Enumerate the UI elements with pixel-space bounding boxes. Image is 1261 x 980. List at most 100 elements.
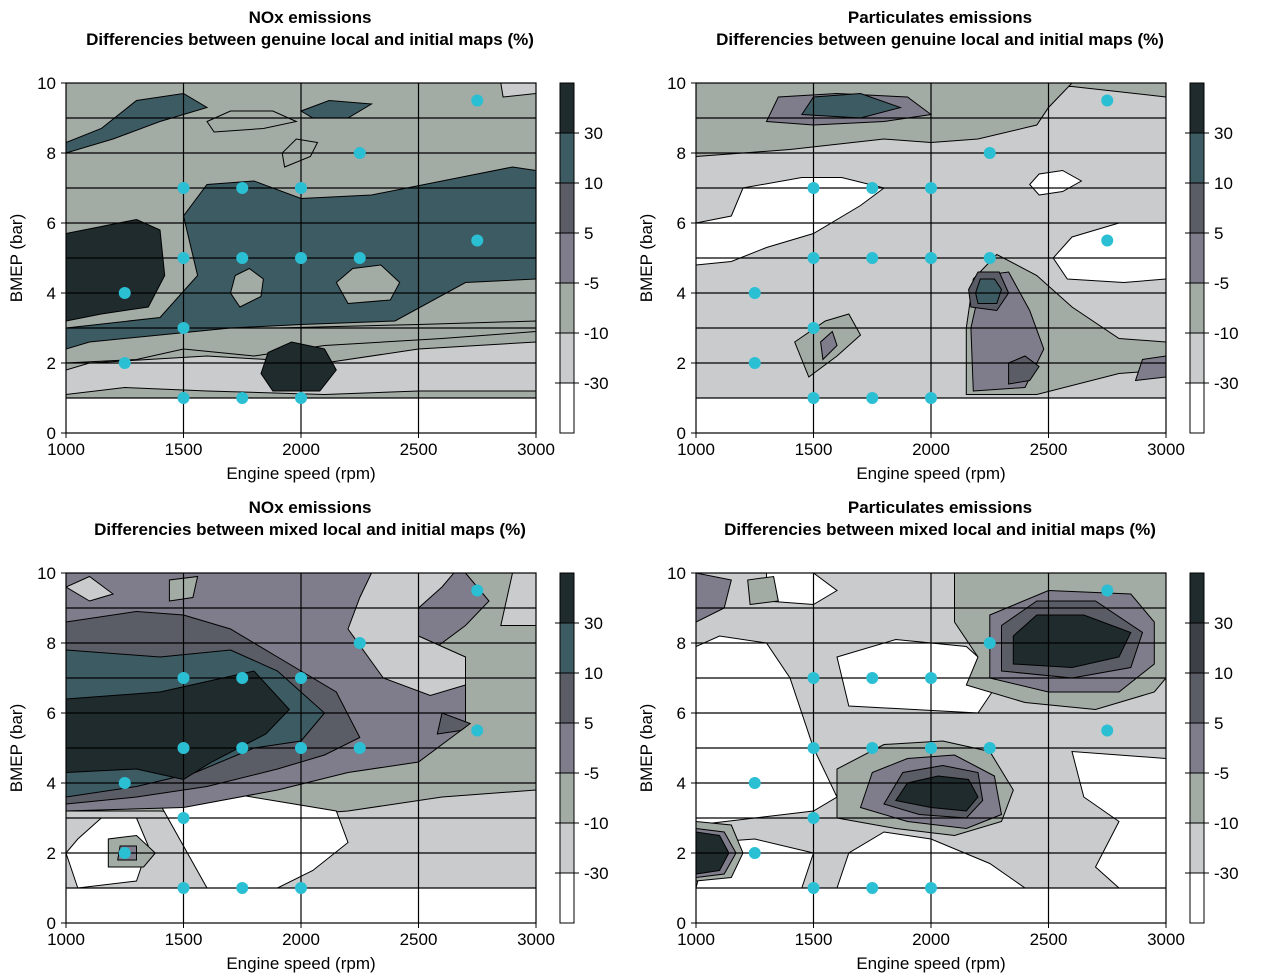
y-axis-label: BMEP (bar) [7, 214, 26, 303]
x-tick-label: 1000 [47, 440, 85, 459]
x-axis-label: Engine speed (rpm) [856, 464, 1005, 483]
measurement-point [1101, 94, 1114, 107]
x-tick-label: 1500 [795, 930, 833, 949]
colorbar-label: -10 [1214, 324, 1239, 343]
colorbar-segment [559, 822, 575, 874]
colorbar-segment [1189, 132, 1205, 184]
colorbar-segment [1189, 622, 1205, 674]
measurement-point [118, 287, 131, 299]
colorbar: 30 10 5 -5 -10 -30 [555, 572, 609, 924]
colorbar-segment [559, 282, 575, 334]
colorbar-label: 5 [584, 224, 593, 243]
measurement-point [983, 637, 996, 649]
measurement-point [471, 584, 484, 597]
colorbar-label: 30 [1214, 614, 1233, 633]
y-tick-label: 8 [47, 634, 56, 653]
y-tick-label: 6 [47, 704, 56, 723]
colorbar-segment [559, 332, 575, 384]
measurement-point [353, 147, 366, 159]
chart-title: Particulates emissions [847, 498, 1033, 517]
measurement-point [295, 882, 307, 894]
y-tick-label: 6 [47, 214, 56, 233]
contour-region [299, 99, 374, 119]
colorbar-label: -5 [584, 274, 599, 293]
measurement-point [866, 882, 879, 894]
colorbar: 30 10 5 -5 -10 -30 [1185, 572, 1239, 924]
measurement-point [925, 882, 937, 894]
measurement-point [925, 182, 937, 194]
chart-panel-nox-genuine: NOx emissions Differencies between genui… [0, 0, 620, 490]
y-tick-label: 10 [667, 564, 686, 583]
colorbar-label: 30 [584, 124, 603, 143]
measurement-point [295, 182, 307, 194]
measurement-point [1101, 724, 1114, 737]
contour-region [1029, 169, 1083, 196]
colorbar-label: 10 [1214, 174, 1233, 193]
y-tick-label: 0 [47, 424, 56, 443]
colorbar-segment [559, 772, 575, 824]
chart-panel-particulates-genuine: Particulates emissions Differencies betw… [630, 0, 1250, 490]
colorbar-label: 10 [584, 664, 603, 683]
x-tick-label: 2500 [1030, 930, 1068, 949]
measurement-point [353, 637, 366, 649]
colorbar-segment [559, 182, 575, 234]
colorbar-label: -10 [1214, 814, 1239, 833]
colorbar-segment [1189, 82, 1205, 134]
measurement-point [295, 672, 307, 684]
x-tick-label: 2000 [912, 930, 950, 949]
y-tick-label: 4 [47, 284, 56, 303]
contour-region [66, 92, 209, 154]
colorbar-label: -5 [1214, 764, 1229, 783]
colorbar-label: 5 [584, 714, 593, 733]
measurement-point [748, 847, 761, 859]
colorbar-segment [1189, 572, 1205, 624]
measurement-point [236, 182, 249, 194]
chart-title: Particulates emissions [847, 8, 1033, 27]
contour-plot: 1000 1500 2000 2500 3000 0 2 4 6 8 10 Engine speed … [7, 564, 609, 973]
measurement-point [748, 777, 761, 789]
colorbar-segment [1189, 282, 1205, 334]
measurement-point [236, 252, 249, 264]
measurement-points [118, 584, 484, 894]
colorbar-label: -30 [1214, 374, 1239, 393]
y-tick-label: 6 [677, 704, 686, 723]
chart-panel-particulates-mixed: Particulates emissions Differencies betw… [630, 490, 1250, 980]
y-tick-label: 2 [47, 354, 56, 373]
x-tick-label: 1000 [677, 440, 715, 459]
x-tick-label: 2500 [1030, 440, 1068, 459]
measurement-point [177, 252, 190, 264]
measurement-point [866, 742, 879, 754]
colorbar-segment [1189, 382, 1205, 434]
measurement-point [295, 742, 307, 754]
colorbar-segment [1189, 182, 1205, 234]
x-tick-label: 2000 [912, 440, 950, 459]
colorbar-segment [559, 672, 575, 724]
measurement-point [807, 672, 820, 684]
colorbar-label: -10 [584, 814, 609, 833]
contour-region [696, 177, 886, 266]
measurement-point [1101, 234, 1114, 247]
measurement-point [807, 742, 820, 754]
measurement-point [236, 882, 249, 894]
y-tick-label: 8 [677, 144, 686, 163]
chart-subtitle: Differencies between genuine local and i… [86, 30, 534, 49]
chart-title: NOx emissions [248, 498, 372, 517]
contour-region [436, 712, 472, 735]
colorbar-label: 5 [1214, 714, 1223, 733]
contour-region [260, 341, 337, 392]
y-tick-label: 2 [47, 844, 56, 863]
x-tick-label: 3000 [517, 440, 555, 459]
colorbar-label: -5 [1214, 274, 1229, 293]
measurement-point [983, 252, 996, 264]
contour-region [500, 83, 536, 98]
measurement-point [295, 252, 307, 264]
y-tick-label: 0 [47, 914, 56, 933]
contour-region [66, 575, 115, 602]
x-tick-label: 1500 [165, 930, 203, 949]
y-tick-label: 2 [677, 844, 686, 863]
x-tick-label: 3000 [1147, 440, 1185, 459]
measurement-point [177, 392, 190, 404]
measurement-point [807, 252, 820, 264]
measurement-points [748, 584, 1114, 894]
colorbar-label: 10 [1214, 664, 1233, 683]
